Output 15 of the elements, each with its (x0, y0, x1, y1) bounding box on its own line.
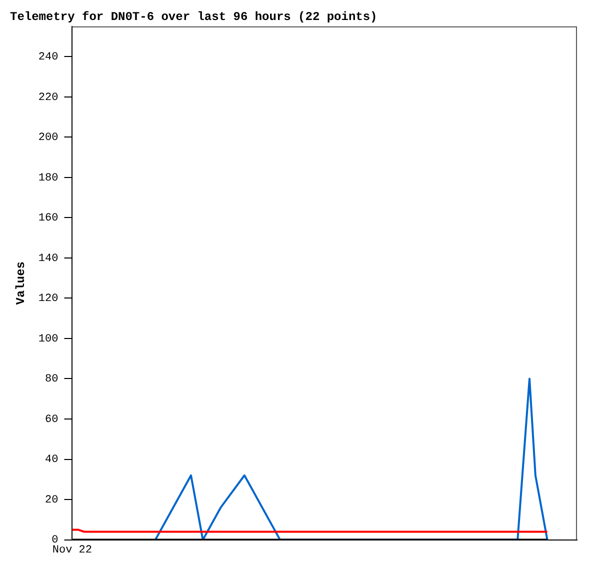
y-tick-label: 20 (45, 494, 58, 506)
y-tick-label: 120 (38, 293, 58, 306)
y-tick-label: 240 (38, 52, 58, 64)
x-tick-label: Nov 22 (52, 544, 92, 556)
y-tick-label: 60 (45, 414, 58, 426)
y-tick-label: 40 (45, 454, 58, 466)
y-tick-label: 220 (38, 92, 58, 104)
y-tick-label: 160 (38, 212, 58, 225)
y-tick-label: 100 (38, 333, 58, 346)
y-axis-title: Values (14, 261, 28, 305)
y-tick-label: 80 (45, 374, 58, 386)
y-tick-label: 140 (38, 252, 58, 265)
chart-title: Telemetry for DN0T-6 over last 96 hours (22 points) (10, 10, 378, 24)
y-tick-label: 180 (38, 172, 58, 184)
y-tick-label: 200 (38, 132, 58, 144)
